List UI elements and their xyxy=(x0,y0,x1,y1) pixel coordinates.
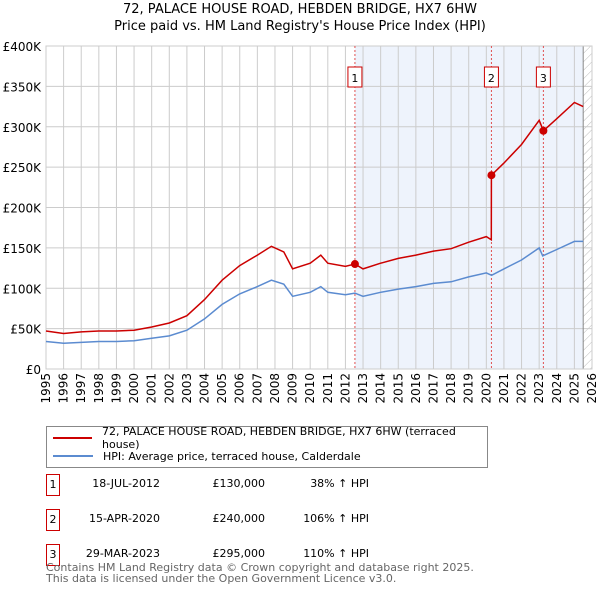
sale-label: 2 xyxy=(488,72,495,85)
sale-label-box xyxy=(535,66,551,88)
x-tick-label: 1995 xyxy=(39,373,53,404)
x-tick-label: 2015 xyxy=(391,373,405,404)
sale-price: £240,000 xyxy=(212,512,266,525)
sale-marker-box: 1 xyxy=(46,474,60,496)
sale-date: 18-JUL-2012 xyxy=(92,477,160,490)
x-tick-label: 2020 xyxy=(479,373,493,404)
x-tick-label: 2026 xyxy=(585,373,599,404)
y-tick-label: £350K xyxy=(3,80,43,94)
x-tick-label: 2011 xyxy=(321,373,335,404)
y-tick-label: £250K xyxy=(3,161,43,175)
x-tick-label: 2021 xyxy=(497,373,511,404)
legend-swatch-red xyxy=(53,437,93,439)
x-tick-label: 1998 xyxy=(92,373,106,404)
plot-border xyxy=(45,45,593,370)
y-tick-label: £400K xyxy=(3,40,43,54)
sale-marker-box: 3 xyxy=(46,544,60,566)
x-tick-label: 1997 xyxy=(74,373,88,404)
sale-marker-box: 2 xyxy=(46,509,60,531)
x-tick-label: 2010 xyxy=(303,373,317,404)
x-tick-label: 2000 xyxy=(127,373,141,404)
legend-label: HPI: Average price, terraced house, Cald… xyxy=(103,449,361,463)
sale-price: £295,000 xyxy=(212,547,266,560)
sale-price: £130,000 xyxy=(212,477,266,490)
legend-item-hpi: HPI: Average price, terraced house, Cald… xyxy=(53,448,361,464)
x-tick-label: 2023 xyxy=(532,373,546,404)
x-tick-label: 2017 xyxy=(426,373,440,404)
legend-item-property: 72, PALACE HOUSE ROAD, HEBDEN BRIDGE, HX… xyxy=(53,425,487,451)
legend: 72, PALACE HOUSE ROAD, HEBDEN BRIDGE, HX… xyxy=(46,425,488,468)
sale-hpi: 106% ↑ HPI xyxy=(303,512,369,525)
x-tick-label: 2013 xyxy=(356,373,370,404)
chart-title: 72, PALACE HOUSE ROAD, HEBDEN BRIDGE, HX… xyxy=(123,2,477,17)
y-tick-label: £200K xyxy=(3,202,43,216)
x-tick-label: 1999 xyxy=(109,373,123,404)
x-tick-label: 2002 xyxy=(162,373,176,404)
sale-label-box xyxy=(483,66,499,88)
footer-licence: This data is licensed under the Open Gov… xyxy=(46,572,397,585)
y-tick-label: £150K xyxy=(3,242,43,256)
hpi-line xyxy=(45,240,584,344)
plot-area: 1995 1996 1997 1998 1999 2000 2001 2002 2003 2004… xyxy=(3,40,599,404)
footer-copyright: Contains HM Land Registry data © Crown c… xyxy=(46,561,474,574)
x-tick-label: 2001 xyxy=(145,373,159,404)
sale-point xyxy=(539,126,548,135)
sale-date: 15-APR-2020 xyxy=(88,512,160,525)
x-tick-label: 2005 xyxy=(215,373,229,404)
x-tick-label: 2014 xyxy=(374,373,388,404)
chart-subtitle: Price paid vs. HM Land Registry's House … xyxy=(114,19,486,34)
y-tick-label: £50K xyxy=(10,323,42,337)
sale-date: 29-MAR-2023 xyxy=(85,547,160,560)
sale-point xyxy=(350,260,359,269)
x-tick-label: 2004 xyxy=(198,373,212,404)
sale-label-box xyxy=(347,66,363,88)
legend-swatch-blue xyxy=(53,455,93,457)
sale-label: 1 xyxy=(351,72,358,85)
sale-row: 2 15-APR-2020 £240,000 106% ↑ HPI xyxy=(0,509,600,531)
y-tick-label: £300K xyxy=(3,121,43,135)
sale-hpi: 110% ↑ HPI xyxy=(303,547,369,560)
sale-row: 3 29-MAR-2023 £295,000 110% ↑ HPI xyxy=(0,544,600,566)
sale-row: 1 18-JUL-2012 £130,000 38% ↑ HPI xyxy=(0,474,600,496)
x-tick-label: 2022 xyxy=(515,373,529,404)
x-tick-label: 1996 xyxy=(57,373,71,404)
x-tick-label: 2006 xyxy=(233,373,247,404)
x-tick-label: 2009 xyxy=(286,373,300,404)
x-tick-label: 2024 xyxy=(550,373,564,404)
property-price-line xyxy=(45,101,584,335)
sale-hpi: 38% ↑ HPI xyxy=(310,477,369,490)
x-tick-label: 2025 xyxy=(567,373,581,404)
y-tick-label: £0 xyxy=(26,363,41,377)
x-tick-label: 2016 xyxy=(409,373,423,404)
sale-label: 3 xyxy=(540,72,547,85)
x-tick-label: 2008 xyxy=(268,373,282,404)
y-tick-label: £100K xyxy=(3,282,43,296)
x-tick-label: 2003 xyxy=(180,373,194,404)
legend-label: 72, PALACE HOUSE ROAD, HEBDEN BRIDGE, HX… xyxy=(102,425,456,451)
x-tick-label: 2012 xyxy=(338,373,352,404)
x-tick-label: 2018 xyxy=(444,373,458,404)
sale-point xyxy=(487,171,496,180)
x-tick-label: 2019 xyxy=(462,373,476,404)
x-tick-label: 2007 xyxy=(250,373,264,404)
